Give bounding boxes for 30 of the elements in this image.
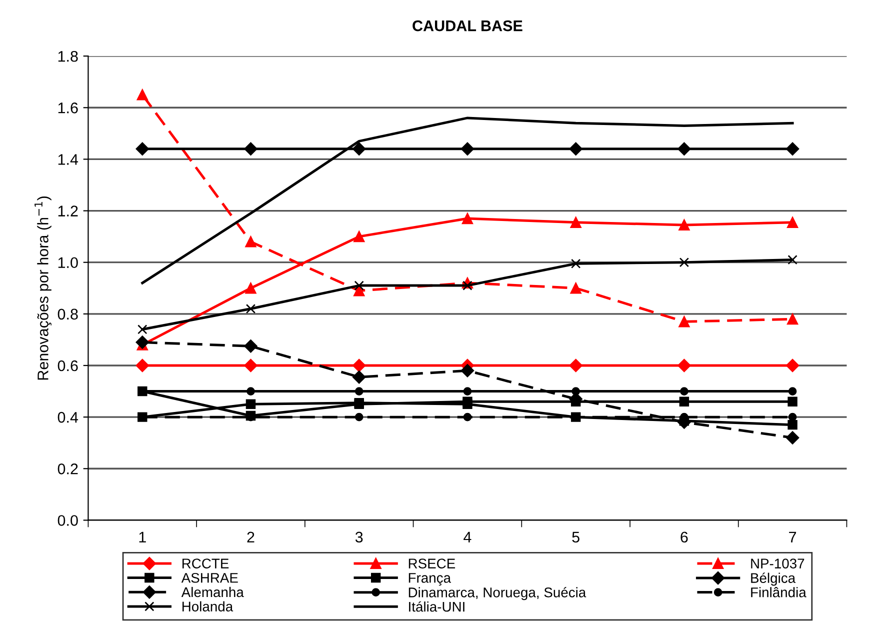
legend-label: França — [408, 573, 452, 586]
y-axis-title: Renovações por hora (h$^{−1}$) — [34, 196, 52, 380]
y-tick-label: 0.8 — [58, 308, 78, 320]
y-tick-label: 1.4 — [58, 154, 78, 165]
legend-label: RSECE — [408, 558, 456, 568]
legend-label: ASHRAE — [181, 572, 238, 583]
y-tick-label: 0.2 — [58, 464, 78, 474]
legend-label: Alemanha — [181, 586, 244, 598]
y-tick-label: 0.6 — [58, 360, 78, 372]
x-tick-label: 5 — [572, 532, 580, 543]
legend-label: Dinamarca, Noruega, Suécia — [408, 586, 586, 600]
y-tick-label: 1.0 — [58, 257, 78, 268]
legend-label: NP-1037 — [751, 558, 804, 568]
y-tick-label: 1.2 — [58, 206, 78, 216]
legend-label: Bélgica — [751, 572, 796, 586]
x-tick-label: 6 — [680, 532, 688, 543]
y-tick-label: 1.6 — [58, 102, 78, 114]
y-tick-label: 1.8 — [58, 50, 78, 62]
legend-label: RCCTE — [182, 558, 229, 568]
legend-label: Holanda — [182, 601, 234, 612]
legend-label: Itália-UNI — [409, 601, 464, 612]
x-tick-label: 1 — [139, 532, 146, 542]
y-tick-label: 0.4 — [58, 412, 78, 423]
y-tick-label: 0.0 — [58, 515, 78, 526]
x-tick-label: 7 — [789, 532, 796, 542]
chart-title: CAUDAL BASE — [412, 20, 522, 32]
legend-label: Finlândia — [751, 587, 806, 598]
x-tick-label: 3 — [355, 532, 363, 543]
x-tick-label: 4 — [464, 532, 472, 542]
x-tick-label: 2 — [247, 532, 254, 542]
